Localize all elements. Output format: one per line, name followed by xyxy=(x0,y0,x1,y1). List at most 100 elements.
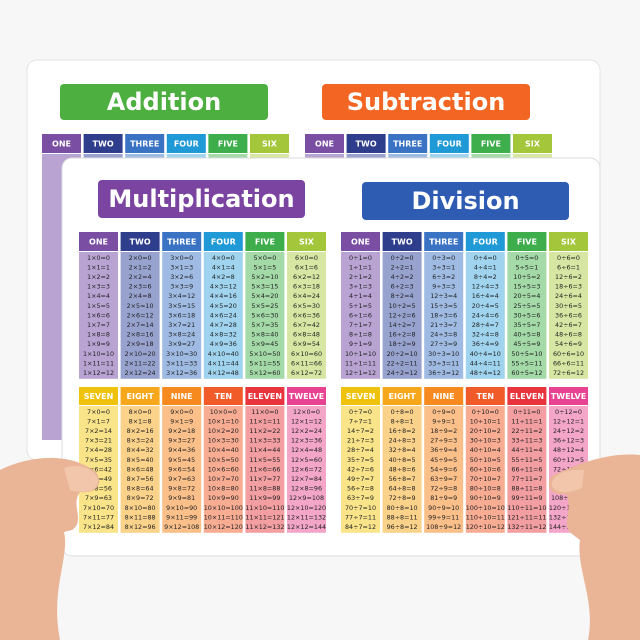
fact: 6×9=54 xyxy=(293,340,320,348)
fact: 55÷11=5 xyxy=(511,456,542,464)
fact: 0÷9=0 xyxy=(432,408,455,416)
fact: 50÷5=10 xyxy=(511,350,542,358)
fact: 2×3=6 xyxy=(129,283,152,291)
fact: 12÷12=1 xyxy=(553,417,584,425)
fact: 90÷9=10 xyxy=(428,504,459,512)
fact: 11×11=121 xyxy=(245,513,284,521)
fact: 6÷6=1 xyxy=(557,263,580,271)
fact: 24÷12=2 xyxy=(553,427,584,435)
fact: 4×4=16 xyxy=(210,292,237,300)
fact: 63÷7=9 xyxy=(347,494,374,502)
fact: 11×5=55 xyxy=(249,456,280,464)
fact: 20÷5=4 xyxy=(513,292,540,300)
fact: 12÷1=12 xyxy=(345,369,376,377)
fact: 12×7=84 xyxy=(291,475,322,483)
fact: 12×8=96 xyxy=(291,485,322,493)
fact: 7×3=21 xyxy=(85,437,112,445)
header: SEVEN xyxy=(84,392,114,401)
fact: 0÷10=0 xyxy=(472,408,499,416)
front-poster: Multiplication ONE 1×0=01×1=1 1×2=2 1×3=31×4… xyxy=(61,157,601,557)
fact: 11×3=33 xyxy=(249,437,280,445)
fact: 11×1=11 xyxy=(249,417,280,425)
fact: 0÷12=0 xyxy=(555,408,582,416)
fact: 49÷7=7 xyxy=(347,475,374,483)
fact: 5÷1=5 xyxy=(349,302,372,310)
column-bg xyxy=(245,406,285,533)
fact: 9÷1=9 xyxy=(349,340,372,348)
fact: 2×6=12 xyxy=(127,311,154,319)
header: FOUR xyxy=(437,140,462,149)
fact: 2×8=16 xyxy=(127,331,154,339)
fact: 1×1=1 xyxy=(87,263,110,271)
fact: 5×6=30 xyxy=(251,311,278,319)
header: SIX xyxy=(525,140,541,149)
header-box xyxy=(549,387,588,405)
fact: 8×10=80 xyxy=(125,504,156,512)
fact: 8÷1=8 xyxy=(349,331,372,339)
header-box xyxy=(388,134,428,153)
fact: 96÷8=12 xyxy=(387,523,418,531)
fact: 1×6=6 xyxy=(87,311,110,319)
header-box xyxy=(79,232,118,251)
fact: 9×1=9 xyxy=(170,417,193,425)
fact: 12×5=60 xyxy=(291,456,322,464)
fact: 10÷1=10 xyxy=(345,350,376,358)
fact: 12÷2=6 xyxy=(389,311,416,319)
fact: 11×6=66 xyxy=(249,465,280,473)
column-bg xyxy=(162,406,202,533)
header-box xyxy=(162,232,202,251)
fact: 4×12=48 xyxy=(208,369,239,377)
fact: 3×5=15 xyxy=(168,302,195,310)
fact: 8×11=88 xyxy=(125,513,156,521)
header: SIX xyxy=(561,238,577,247)
fact: 9×7=63 xyxy=(168,475,195,483)
fact: 18÷9=2 xyxy=(430,427,457,435)
fact: 12×3=36 xyxy=(291,437,322,445)
fact: 8÷2=4 xyxy=(391,292,414,300)
fact: 1×3=3 xyxy=(87,283,110,291)
column-bg xyxy=(507,252,547,379)
header: FIVE xyxy=(517,238,537,247)
fact: 9×9=81 xyxy=(168,494,195,502)
fact: 3×3=9 xyxy=(170,283,193,291)
fact: 88÷11=8 xyxy=(511,485,542,493)
fact: 18÷6=3 xyxy=(555,283,582,291)
right-thumb xyxy=(551,469,584,493)
fact: 7×6=42 xyxy=(85,465,112,473)
fact: 0÷6=0 xyxy=(557,254,580,262)
fact: 108÷9=12 xyxy=(426,523,461,531)
fact: 6×2=12 xyxy=(293,273,320,281)
fact: 44÷11=4 xyxy=(511,446,542,454)
fact: 90÷10=9 xyxy=(470,494,501,502)
fact: 7×9=63 xyxy=(85,494,112,502)
fact: 4×1=4 xyxy=(212,263,235,271)
fact: 81÷9=9 xyxy=(430,494,457,502)
fact: 2÷2=1 xyxy=(391,263,414,271)
fact: 99÷9=11 xyxy=(428,513,459,521)
fact: 3×4=12 xyxy=(168,292,195,300)
fact: 6×6=36 xyxy=(293,311,320,319)
fact: 21÷3=7 xyxy=(430,321,457,329)
fact: 72÷9=8 xyxy=(430,485,457,493)
fact: 9×4=36 xyxy=(168,446,195,454)
fact: 12×12=144 xyxy=(287,523,326,531)
fact: 48÷6=8 xyxy=(555,331,582,339)
fact: 2×4=8 xyxy=(129,292,152,300)
fact: 8×6=48 xyxy=(127,465,154,473)
header: NINE xyxy=(171,392,193,401)
header: SIX xyxy=(299,238,315,247)
fact: 9×12=108 xyxy=(164,523,199,531)
fact: 8×4=32 xyxy=(127,446,154,454)
fact: 55÷5=11 xyxy=(511,359,542,367)
fact: 9×11=99 xyxy=(166,513,197,521)
fact: 10÷5=2 xyxy=(513,273,540,281)
fact: 77÷11=7 xyxy=(511,475,542,483)
fact: 21÷7=3 xyxy=(347,437,374,445)
header-box xyxy=(79,387,118,405)
fact: 7×10=70 xyxy=(83,504,114,512)
fact: 2×12=24 xyxy=(125,369,156,377)
column-bg xyxy=(120,252,160,379)
fact: 48÷4=12 xyxy=(470,369,501,377)
fact: 6×1=6 xyxy=(295,263,318,271)
fact: 1×2=2 xyxy=(87,273,110,281)
